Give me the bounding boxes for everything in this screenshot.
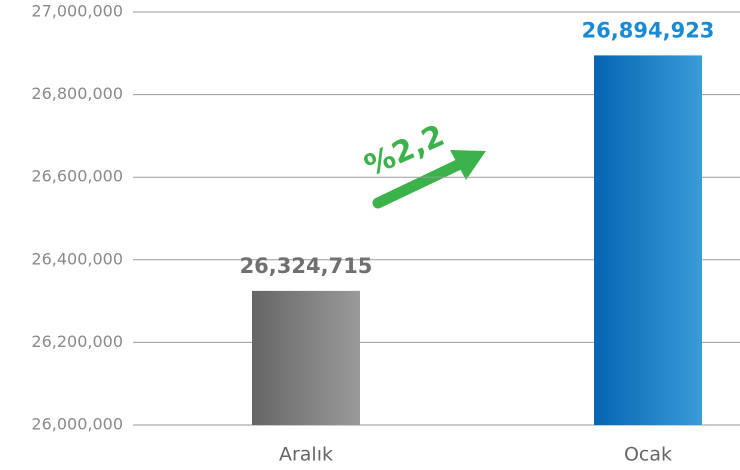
x-tick-label: Ocak [624, 444, 672, 466]
bar [252, 290, 360, 425]
value-label: 26,894,923 [582, 18, 715, 42]
y-tick-label: 26,400,000 [31, 249, 123, 268]
y-tick-label: 27,000,000 [31, 2, 123, 21]
y-tick-label: 26,800,000 [31, 84, 123, 103]
growth-arrow [372, 150, 486, 209]
y-tick-label: 26,000,000 [31, 415, 123, 434]
bar [594, 55, 702, 426]
x-tick-label: Aralık [279, 444, 333, 466]
value-label: 26,324,715 [240, 254, 373, 278]
y-tick-label: 26,200,000 [31, 332, 123, 351]
y-tick-label: 26,600,000 [31, 167, 123, 186]
